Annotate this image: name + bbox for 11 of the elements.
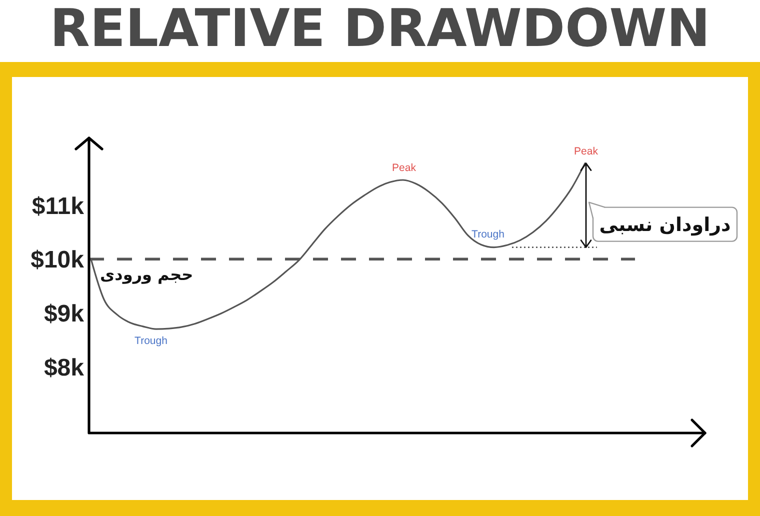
y-tick-label: $10k [30, 246, 85, 274]
annotation: Peak [574, 145, 599, 158]
ref-line-label: حجم ورودی [100, 265, 194, 284]
y-tick-label: $11k [32, 192, 85, 220]
chart-title: RELATIVE DRAWDOWN [50, 0, 710, 59]
annotation: Trough [472, 228, 505, 240]
text: دراودان نسبی [599, 214, 732, 236]
y-tick-label: $9k [44, 300, 85, 328]
annotation: Peak [392, 162, 417, 174]
y-tick-label: $8k [44, 354, 85, 382]
annotation: Trough [134, 335, 168, 348]
